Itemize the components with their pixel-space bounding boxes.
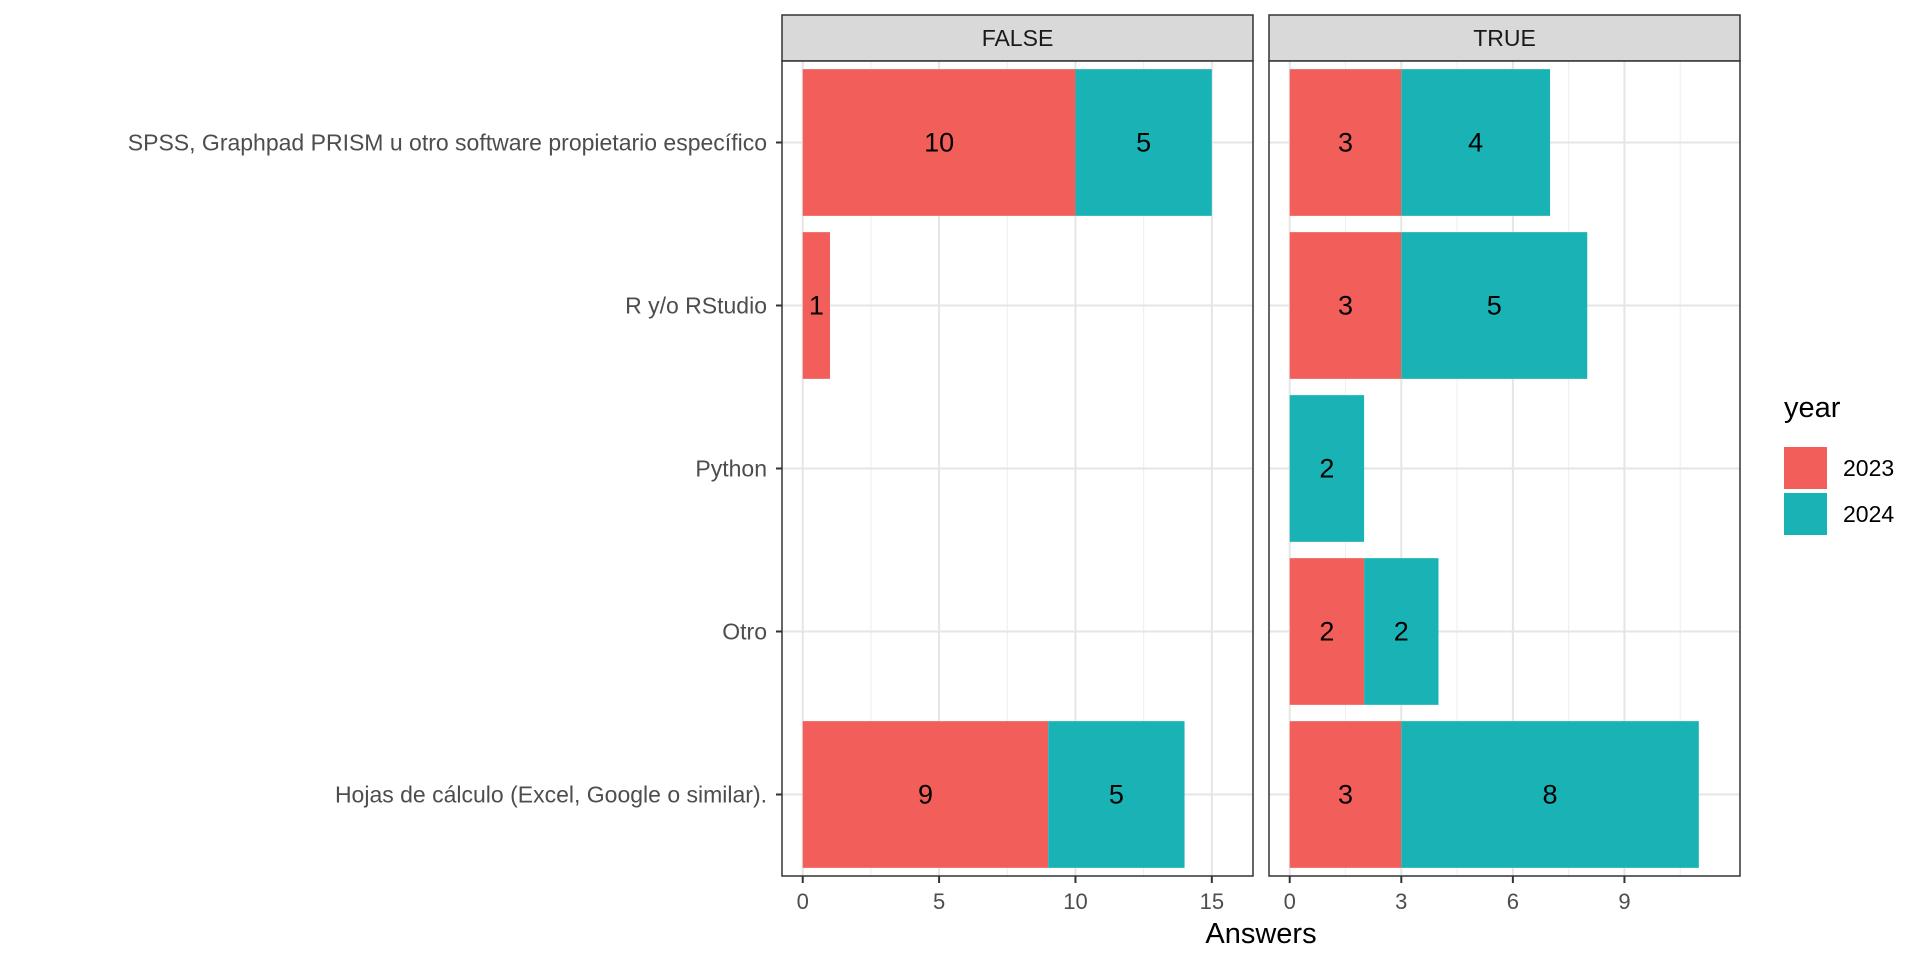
bar-value-label: 10 xyxy=(924,128,954,158)
x-tick-label: 10 xyxy=(1063,889,1087,914)
y-tick-label: Otro xyxy=(722,619,767,645)
bar-2023 xyxy=(802,69,1076,216)
x-tick-label: 9 xyxy=(1618,889,1630,914)
bar-2024 xyxy=(1401,232,1588,379)
x-tick-label: 3 xyxy=(1395,889,1407,914)
bar-2024 xyxy=(1048,721,1185,868)
bar-2023 xyxy=(802,232,830,379)
bar-value-label: 3 xyxy=(1338,128,1353,158)
x-tick-label: 15 xyxy=(1200,889,1224,914)
facet-strip xyxy=(1268,14,1741,62)
legend-key xyxy=(1784,447,1827,489)
bar-2023 xyxy=(1289,69,1402,216)
legend-key xyxy=(1784,493,1827,535)
x-tick-label: 6 xyxy=(1507,889,1519,914)
legend-title: year xyxy=(1784,392,1841,424)
bar-value-label: 5 xyxy=(1487,291,1502,321)
y-tick-label: SPSS, Graphpad PRISM u otro software pro… xyxy=(128,130,767,156)
bar-2024 xyxy=(1401,69,1551,216)
bar-value-label: 3 xyxy=(1338,780,1353,810)
bar-2023 xyxy=(1289,721,1402,868)
x-tick-label: 0 xyxy=(1284,889,1296,914)
x-tick-label: 0 xyxy=(797,889,809,914)
bar-value-label: 8 xyxy=(1543,780,1558,810)
facet-strip-label: TRUE xyxy=(1473,25,1536,51)
bar-2024 xyxy=(1075,69,1212,216)
panel-border xyxy=(781,60,1254,877)
y-tick-label: Hojas de cálculo (Excel, Google o simila… xyxy=(335,782,767,808)
bar-2024 xyxy=(1364,558,1439,705)
legend-label: 2023 xyxy=(1843,455,1894,481)
bar-2023 xyxy=(1289,232,1402,379)
facet-strip-label: FALSE xyxy=(982,25,1054,51)
y-tick-label: R y/o RStudio xyxy=(625,293,767,319)
bar-value-label: 2 xyxy=(1319,454,1334,484)
bar-value-label: 2 xyxy=(1394,617,1409,647)
bar-value-label: 9 xyxy=(918,780,933,810)
bar-value-label: 5 xyxy=(1109,780,1124,810)
legend-label: 2024 xyxy=(1843,501,1894,527)
bar-2024 xyxy=(1401,721,1699,868)
x-axis-title: Answers xyxy=(1205,918,1316,950)
bar-2024 xyxy=(1289,395,1365,542)
facet-strip xyxy=(781,14,1254,62)
panel-border xyxy=(1268,60,1741,877)
x-tick-label: 5 xyxy=(933,889,945,914)
bar-value-label: 3 xyxy=(1338,291,1353,321)
y-tick-label: Python xyxy=(695,456,767,482)
bar-2023 xyxy=(802,721,1049,868)
bar-value-label: 5 xyxy=(1136,128,1151,158)
bar-value-label: 1 xyxy=(809,291,824,321)
bar-value-label: 4 xyxy=(1468,128,1483,158)
bar-value-label: 2 xyxy=(1319,617,1334,647)
bar-2023 xyxy=(1289,558,1365,705)
